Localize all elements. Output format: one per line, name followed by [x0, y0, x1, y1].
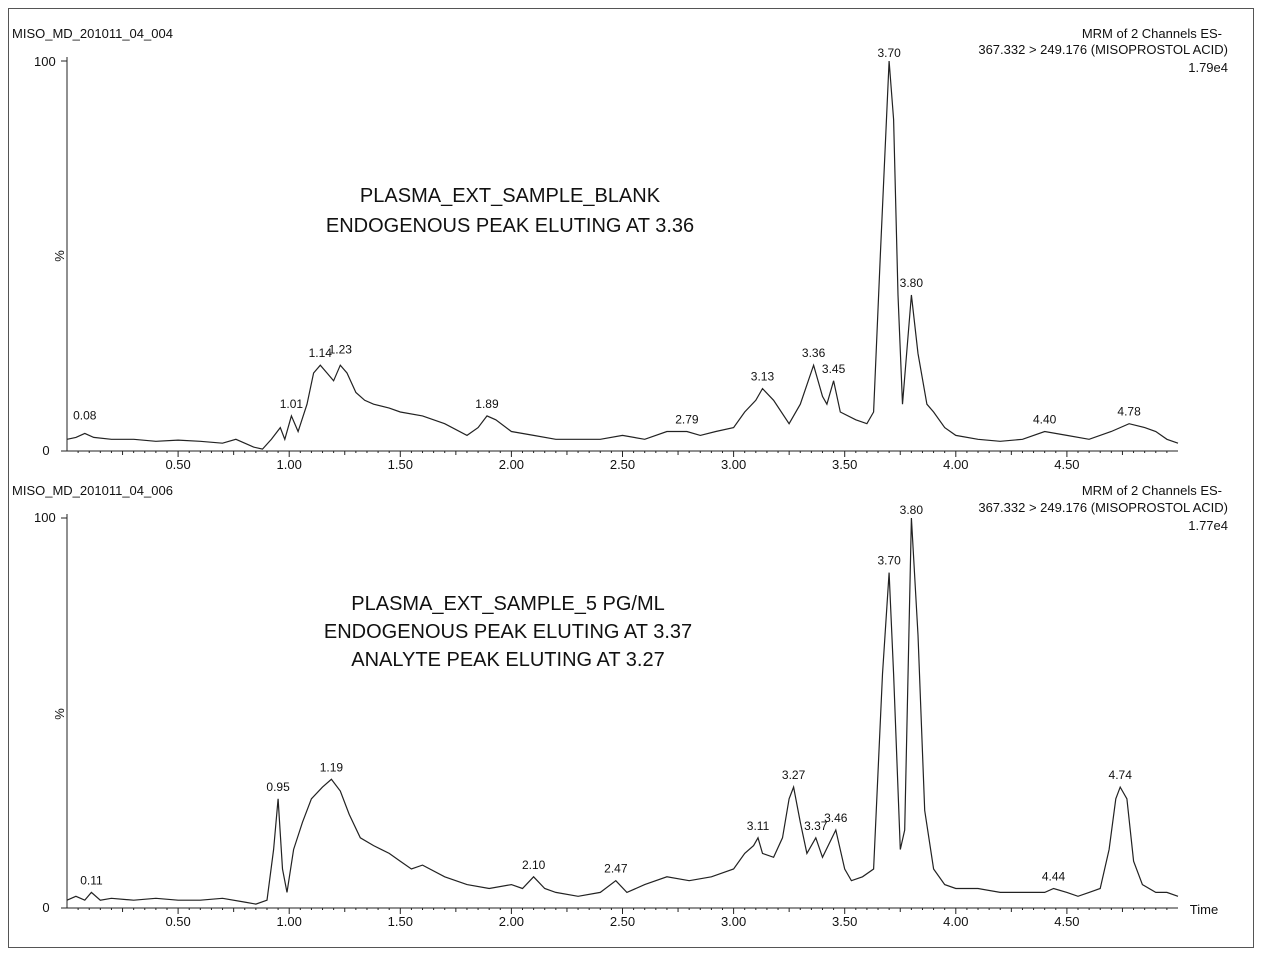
x-tick-label: 2.00	[499, 914, 524, 929]
x-tick-label: 1.00	[277, 914, 302, 929]
peak-label: 3.27	[782, 768, 806, 782]
y-min-tick-label: 0	[42, 443, 49, 458]
x-tick-label: 0.50	[165, 914, 190, 929]
annotation-line-1: PLASMA_EXT_SAMPLE_BLANK	[360, 185, 661, 207]
peak-label: 4.40	[1033, 413, 1057, 427]
x-tick-label: 3.00	[721, 914, 746, 929]
annotation-line-3: ANALYTE PEAK ELUTING AT 3.27	[351, 649, 664, 671]
x-tick-label: 2.00	[499, 457, 524, 472]
x-tick-label: 1.00	[277, 457, 302, 472]
x-tick-label: 2.50	[610, 457, 635, 472]
x-ticks: 0.50 1.00 1.50 2.00 2.50 3.00 3.50 4.00 4.50	[77, 908, 1168, 929]
sample-id: MISO_MD_201011_04_004	[12, 26, 173, 41]
x-tick-label: 4.50	[1054, 457, 1079, 472]
peak-labels: 0.11 0.95 1.19 2.10 2.47 3.11 3.27 3.373.46 3.70…	[80, 503, 1132, 887]
intensity-label: 1.79e4	[1188, 60, 1228, 75]
peak-label: 2.47	[604, 862, 628, 876]
x-tick-label: 4.00	[943, 914, 968, 929]
channel-label: MRM of 2 Channels ES-	[1082, 26, 1222, 41]
chromatogram-panel-top: MISO_MD_201011_04_004 MRM of 2 Channels …	[12, 26, 1228, 472]
peak-label: 3.70	[877, 554, 901, 568]
peak-label: 4.78	[1117, 405, 1141, 419]
x-tick-label: 3.50	[832, 914, 857, 929]
peak-labels: 0.08 1.01 1.141.23 1.89 2.79 3.13 3.36 3.45 3.70…	[73, 46, 1141, 427]
peak-label: 3.80	[900, 503, 924, 517]
peak-label: 1.89	[475, 397, 499, 411]
peak-label: 3.80	[900, 276, 924, 290]
peak-label: 0.08	[73, 409, 97, 423]
peak-label: 1.19	[320, 760, 344, 774]
peak-label: 0.11	[80, 873, 103, 887]
peak-label: 4.44	[1042, 870, 1066, 884]
chromatogram-panel-bottom: MISO_MD_201011_04_006 MRM of 2 Channels …	[12, 483, 1228, 929]
x-tick-label: 3.50	[832, 457, 857, 472]
x-tick-label: 4.50	[1054, 914, 1079, 929]
y-max-tick-label: 100	[34, 510, 56, 525]
peak-label: 3.37	[804, 819, 828, 833]
x-tick-label: 1.50	[388, 914, 413, 929]
peak-label: 2.10	[522, 858, 546, 872]
annotation-line-2: ENDOGENOUS PEAK ELUTING AT 3.37	[324, 621, 692, 643]
x-tick-label: 4.00	[943, 457, 968, 472]
x-tick-label: 0.50	[165, 457, 190, 472]
peak-label: 3.11	[747, 819, 770, 833]
channel-label: MRM of 2 Channels ES-	[1082, 483, 1222, 498]
figure-frame	[8, 8, 1254, 948]
x-tick-label: 3.00	[721, 457, 746, 472]
peak-label: 4.74	[1109, 768, 1133, 782]
peak-label: 3.70	[877, 46, 901, 60]
peak-label: 2.79	[675, 413, 699, 427]
y-max-tick-label: 100	[34, 54, 56, 69]
chromatogram-trace	[66, 517, 1179, 905]
peak-label: 3.13	[751, 370, 775, 384]
y-axis-label: %	[52, 250, 67, 262]
peak-label: 1.01	[280, 397, 304, 411]
x-tick-label: 2.50	[610, 914, 635, 929]
peak-label: 0.95	[266, 780, 290, 794]
peak-label: 1.23	[329, 342, 353, 356]
sample-id: MISO_MD_201011_04_006	[12, 483, 173, 498]
axes	[61, 57, 1178, 452]
peak-label: 3.45	[822, 362, 846, 376]
annotation-line-1: PLASMA_EXT_SAMPLE_5 PG/ML	[351, 593, 664, 615]
y-min-tick-label: 0	[42, 900, 49, 915]
transition-label: 367.332 > 249.176 (MISOPROSTOL ACID)	[978, 42, 1228, 57]
x-tick-label: 1.50	[388, 457, 413, 472]
peak-label: 3.46	[824, 811, 848, 825]
peak-label: 1.14	[309, 346, 333, 360]
axes	[61, 514, 1178, 909]
x-axis-label: Time	[1190, 902, 1218, 917]
annotation-line-2: ENDOGENOUS PEAK ELUTING AT 3.36	[326, 215, 694, 237]
intensity-label: 1.77e4	[1188, 518, 1228, 533]
transition-label: 367.332 > 249.176 (MISOPROSTOL ACID)	[978, 500, 1228, 515]
y-axis-label: %	[52, 708, 67, 720]
peak-label: 3.36	[802, 346, 826, 360]
x-ticks: 0.50 1.00 1.50 2.00 2.50 3.00 3.50 4.00 4.50	[77, 451, 1168, 472]
chromatogram-trace	[66, 60, 1179, 450]
